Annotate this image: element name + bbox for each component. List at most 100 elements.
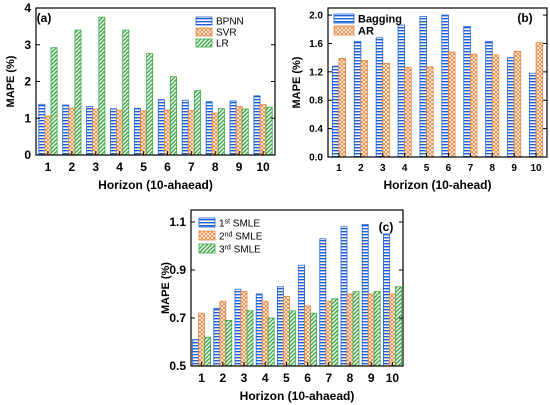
y-axis-label: MAPE (%) (160, 262, 172, 314)
bar-bpnn-9 (229, 100, 237, 156)
legend-swatch (198, 217, 216, 228)
bar-3rd-smle-6 (310, 312, 318, 367)
y-tick-label: 0.7 (169, 311, 186, 325)
bar-ar-4 (404, 67, 412, 158)
x-tick-label: 2 (358, 163, 364, 174)
x-tick-label: 3 (241, 371, 248, 385)
y-tick-label: 2 (24, 75, 31, 89)
bar-1st-smle-3 (234, 288, 242, 367)
bar-lr-9 (241, 108, 249, 156)
x-tick-label: 9 (236, 160, 243, 174)
bar-1st-smle-9 (361, 223, 369, 367)
legend-swatch (195, 16, 213, 26)
bar-bpnn-2 (62, 104, 70, 156)
bar-bpnn-6 (157, 99, 165, 156)
y-tick-label: 1.1 (169, 215, 186, 229)
plot-frame (327, 7, 548, 158)
bar-1st-smle-4 (255, 293, 263, 367)
bar-bagging-3 (375, 37, 384, 158)
y-tick-label: 2.0 (309, 11, 323, 22)
panel-label: (b) (517, 11, 532, 25)
bar-svr-1 (44, 115, 52, 156)
legend-label: 2nd SMLE (219, 231, 263, 243)
bar-2nd-smle-5 (282, 295, 290, 367)
x-tick-label: 10 (530, 163, 542, 174)
bar-svr-6 (163, 109, 171, 156)
x-tick-label: 4 (116, 160, 123, 174)
bar-svr-2 (68, 107, 76, 156)
bar-3rd-smle-1 (204, 336, 212, 367)
legend-swatch (195, 38, 213, 48)
bar-2nd-smle-2 (219, 300, 227, 367)
bar-svr-5 (140, 110, 147, 156)
bar-bpnn-5 (133, 107, 141, 156)
bar-bagging-9 (507, 57, 515, 158)
x-tick-label: 3 (92, 160, 99, 174)
bar-ar-6 (448, 51, 456, 158)
bar-1st-smle-7 (319, 238, 327, 367)
bar-ar-2 (360, 60, 368, 158)
bar-2nd-smle-10 (388, 293, 396, 367)
y-axis-label: MAPE (%) (5, 55, 17, 107)
bar-3rd-smle-10 (394, 286, 402, 367)
x-tick-label: 2 (69, 160, 76, 174)
bar-1st-smle-8 (340, 226, 348, 367)
bar-2nd-smle-1 (198, 312, 206, 367)
y-tick-label: 0.4 (309, 124, 323, 135)
y-tick-label: 0.5 (169, 359, 186, 373)
x-tick-label: 10 (256, 160, 270, 174)
bar-1st-smle-2 (213, 307, 221, 367)
bar-bagging-2 (353, 40, 362, 158)
y-tick-label: 1.2 (309, 67, 323, 78)
bar-lr-4 (122, 29, 130, 156)
bar-2nd-smle-4 (261, 300, 269, 367)
bar-ar-5 (426, 66, 434, 158)
x-axis-label: Horizon (10-ahead) (383, 178, 491, 192)
bar-lr-7 (193, 90, 201, 156)
x-axis-label: Horizon (10-ahaead) (98, 178, 213, 192)
bar-lr-5 (146, 53, 154, 156)
bar-bagging-1 (331, 65, 340, 158)
bar-ar-3 (382, 62, 390, 158)
legend-swatch (198, 230, 216, 241)
bar-bagging-4 (397, 24, 406, 158)
bar-3rd-smle-5 (288, 310, 296, 367)
x-tick-label: 10 (386, 371, 400, 385)
x-tick-label: 1 (45, 160, 52, 174)
bar-bpnn-4 (110, 108, 117, 156)
bar-lr-10 (265, 106, 273, 156)
bar-bpnn-3 (86, 106, 94, 156)
bar-svr-10 (259, 104, 267, 156)
x-tick-label: 7 (188, 160, 195, 174)
bar-ar-8 (491, 54, 500, 158)
panel-label: (a) (37, 11, 52, 25)
bar-bagging-8 (485, 40, 493, 158)
legend-swatch (195, 27, 213, 37)
x-tick-label: 5 (140, 160, 147, 174)
bar-bagging-6 (441, 14, 449, 158)
bar-svr-7 (187, 110, 195, 156)
legend-label: 3rd SMLE (219, 244, 261, 256)
panel-label: (c) (379, 220, 394, 234)
y-axis-label: MAPE (%) (291, 56, 303, 108)
bar-lr-8 (217, 108, 225, 156)
bar-bpnn-7 (181, 99, 189, 156)
x-tick-label: 4 (262, 371, 269, 385)
plot-frame (190, 209, 404, 367)
bar-1st-smle-1 (192, 339, 200, 367)
x-tick-label: 7 (325, 371, 332, 385)
x-tick-label: 8 (212, 160, 219, 174)
x-tick-label: 2 (219, 371, 226, 385)
x-tick-label: 3 (380, 163, 386, 174)
bar-2nd-smle-8 (346, 293, 354, 367)
bar-bpnn-10 (253, 95, 261, 156)
legend-swatch (198, 243, 216, 254)
y-tick-label: 1 (24, 111, 31, 125)
bar-svr-3 (92, 108, 100, 156)
bar-bpnn-8 (205, 101, 213, 156)
x-tick-label: 9 (511, 163, 517, 174)
bar-lr-2 (74, 29, 82, 156)
